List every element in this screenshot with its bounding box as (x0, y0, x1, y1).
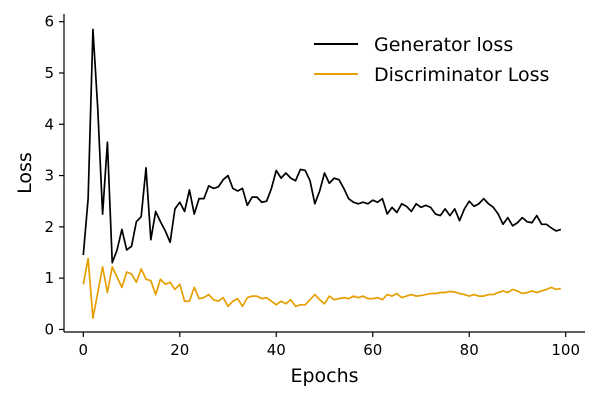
y-tick-label: 4 (44, 115, 54, 133)
x-tick-label: 60 (363, 341, 382, 359)
legend-label: Discriminator Loss (374, 64, 549, 86)
y-tick-label: 5 (44, 64, 54, 82)
y-tick-label: 6 (44, 13, 54, 31)
y-tick-label: 3 (44, 167, 54, 185)
x-tick-label: 20 (170, 341, 189, 359)
x-tick-label: 0 (79, 341, 89, 359)
y-tick-label: 1 (44, 269, 54, 287)
x-ticks: 0 20 40 60 80 100 (79, 332, 580, 359)
y-ticks: 0 1 2 3 4 5 6 (44, 13, 64, 338)
y-tick-label: 2 (44, 218, 54, 236)
series-line-generator-loss (82, 28, 562, 264)
legend-label: Generator loss (374, 34, 513, 56)
series-line-discriminator-loss (82, 257, 562, 319)
x-tick-label: 40 (267, 341, 286, 359)
x-tick-label: 100 (551, 341, 580, 359)
legend: Generator loss Discriminator Loss (314, 34, 549, 86)
x-axis-title: Epochs (290, 365, 358, 387)
axes: 0 20 40 60 80 100 0 1 2 3 4 5 6 (44, 13, 585, 359)
series-layer (82, 28, 562, 319)
y-axis-title: Loss (14, 152, 36, 194)
y-tick-label: 0 (44, 320, 54, 338)
x-tick-label: 80 (460, 341, 479, 359)
